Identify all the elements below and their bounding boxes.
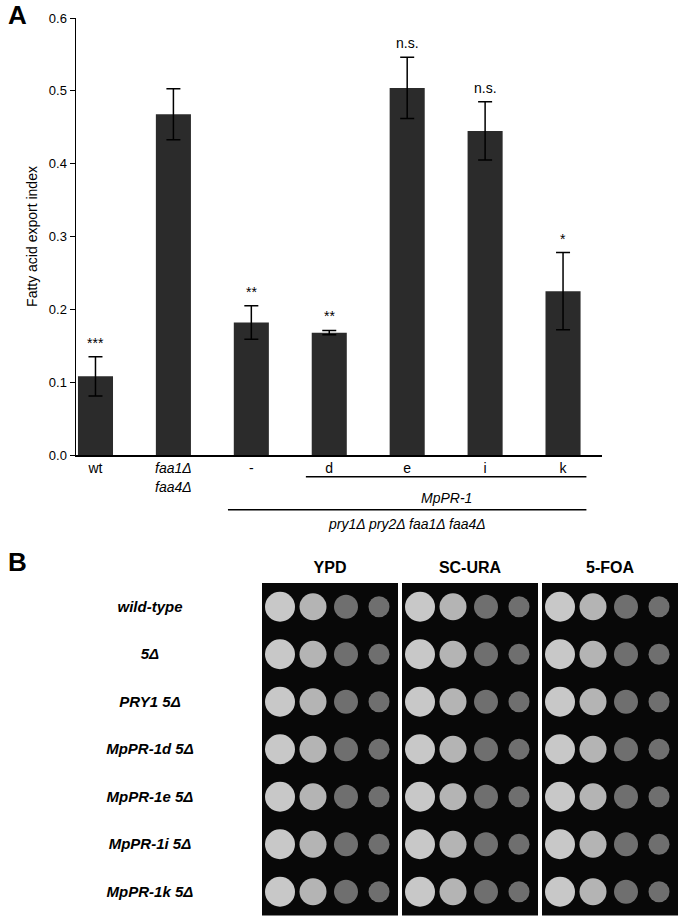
svg-text:e: e bbox=[403, 460, 411, 476]
svg-text:*: * bbox=[560, 231, 566, 247]
svg-text:0.4: 0.4 bbox=[49, 156, 67, 171]
svg-text:k: k bbox=[560, 460, 568, 476]
svg-text:0.6: 0.6 bbox=[49, 11, 67, 26]
svg-text:n.s.: n.s. bbox=[396, 35, 419, 51]
svg-text:0.3: 0.3 bbox=[49, 229, 67, 244]
svg-text:YPD: YPD bbox=[314, 559, 347, 576]
svg-text:***: *** bbox=[87, 335, 104, 351]
svg-text:MpPR-1: MpPR-1 bbox=[421, 490, 472, 506]
svg-text:Fatty acid export index: Fatty acid export index bbox=[24, 166, 40, 307]
svg-text:SC-URA: SC-URA bbox=[439, 559, 502, 576]
svg-text:i: i bbox=[484, 460, 487, 476]
svg-text:PRY1 5Δ: PRY1 5Δ bbox=[119, 693, 181, 710]
svg-text:0.5: 0.5 bbox=[49, 83, 67, 98]
svg-text:0.0: 0.0 bbox=[49, 448, 67, 463]
svg-text:n.s.: n.s. bbox=[474, 80, 497, 96]
svg-text:0.1: 0.1 bbox=[49, 375, 67, 390]
svg-text:MpPR-1i 5Δ: MpPR-1i 5Δ bbox=[109, 835, 192, 852]
html-text:A: A bbox=[8, 0, 27, 30]
svg-text:wild-type: wild-type bbox=[117, 598, 182, 615]
svg-text:B: B bbox=[8, 547, 27, 577]
svg-text:MpPR-1d 5Δ: MpPR-1d 5Δ bbox=[106, 740, 194, 757]
svg-text:pry1Δ pry2Δ faa1Δ faa4Δ: pry1Δ pry2Δ faa1Δ faa4Δ bbox=[328, 516, 486, 532]
svg-text:MpPR-1e 5Δ: MpPR-1e 5Δ bbox=[107, 788, 194, 805]
svg-text:-: - bbox=[249, 460, 254, 476]
svg-text:MpPR-1k 5Δ: MpPR-1k 5Δ bbox=[107, 883, 194, 900]
svg-text:0.2: 0.2 bbox=[49, 302, 67, 317]
svg-text:5Δ: 5Δ bbox=[141, 645, 159, 662]
svg-text:d: d bbox=[325, 460, 333, 476]
svg-text:5-FOA: 5-FOA bbox=[586, 559, 634, 576]
svg-text:faa1Δfaa4Δ: faa1Δfaa4Δ bbox=[155, 460, 192, 494]
svg-text:**: ** bbox=[324, 308, 335, 324]
svg-text:**: ** bbox=[246, 284, 257, 300]
svg-text:wt: wt bbox=[87, 460, 102, 476]
